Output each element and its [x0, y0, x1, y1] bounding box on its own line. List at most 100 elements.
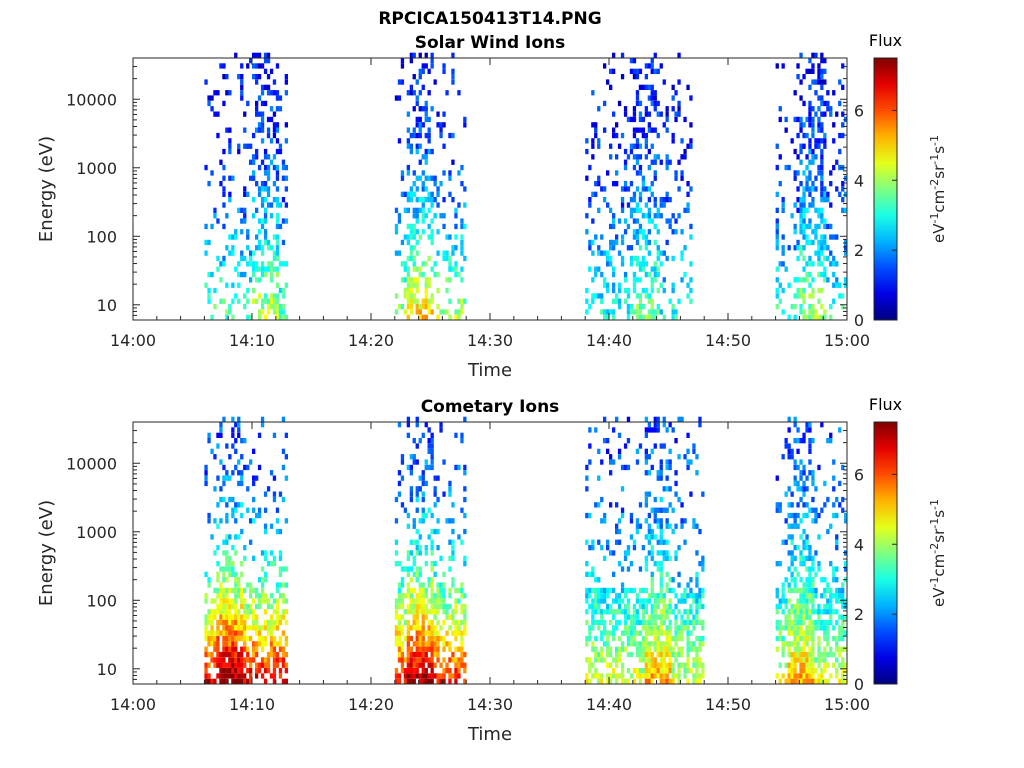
cometary-heatmap-cell: [406, 678, 410, 684]
cometary-heatmap-cell: [659, 528, 663, 535]
cometary-heatmap-cell: [701, 625, 705, 631]
solar-heatmap-cell: [802, 191, 806, 197]
solar-heatmap-cell: [406, 127, 410, 133]
cometary-heatmap-cell: [662, 486, 666, 492]
cometary-heatmap-cell: [213, 550, 217, 556]
solar-heatmap-cell: [243, 213, 247, 219]
cometary-heatmap-cell: [234, 646, 238, 652]
solar-heatmap-cell: [451, 52, 455, 58]
cometary-heatmap-cell: [225, 555, 229, 561]
cometary-heatmap-cell: [668, 603, 672, 610]
solar-heatmap-cell: [603, 309, 607, 315]
cometary-heatmap-cell: [662, 673, 666, 679]
cometary-heatmap-cell: [591, 614, 595, 620]
cometary-heatmap-cell: [817, 614, 821, 620]
solar-heatmap-cell: [650, 277, 654, 283]
solar-heatmap-cell: [448, 132, 452, 139]
solar-heatmap-cell: [451, 74, 455, 80]
solar-heatmap-cell: [808, 314, 812, 320]
solar-heatmap-cell: [808, 282, 812, 288]
cometary-heatmap-cell: [844, 561, 848, 567]
cometary-heatmap-cell: [796, 587, 800, 594]
cometary-heatmap-cell: [436, 651, 440, 658]
solar-heatmap-cell: [656, 309, 660, 315]
solar-heatmap-cell: [394, 95, 399, 101]
solar-heatmap-cell: [647, 95, 651, 101]
solar-heatmap-cell: [629, 197, 634, 203]
cometary-heatmap-cell: [237, 657, 241, 663]
solar-heatmap-cell: [823, 100, 827, 107]
cometary-heatmap-cell: [796, 619, 800, 626]
cometary-heatmap-cell: [213, 641, 217, 647]
cometary-heatmap-cell: [781, 587, 785, 594]
cometary-heatmap-cell: [638, 678, 643, 684]
cometary-heatmap-cell: [650, 545, 654, 551]
cometary-heatmap-cell: [457, 464, 461, 471]
cometary-heatmap-cell: [246, 668, 250, 674]
cometary-heatmap-cell: [683, 587, 687, 594]
solar-heatmap-cell: [802, 314, 806, 320]
cometary-heatmap-cell: [695, 577, 699, 583]
cometary-heatmap-cell: [775, 646, 779, 652]
solar-heatmap-cell: [424, 197, 428, 203]
solar-heatmap-cell: [249, 277, 253, 283]
cometary-heatmap-cell: [412, 523, 416, 529]
solar-heatmap-cell: [266, 309, 271, 315]
cometary-heatmap-cell: [799, 646, 803, 652]
solar-heatmap-cell: [817, 79, 821, 85]
cometary-heatmap-cell: [671, 587, 675, 594]
solar-heatmap-cell: [424, 106, 428, 112]
solar-heatmap-cell: [412, 132, 416, 139]
solar-heatmap-cell: [418, 116, 422, 123]
solar-heatmap-cell: [629, 143, 634, 149]
cometary-heatmap-cell: [659, 668, 663, 674]
cometary-heatmap-cell: [647, 534, 651, 540]
cometary-heatmap-cell: [778, 635, 782, 642]
cometary-heatmap-cell: [406, 523, 410, 529]
cometary-heatmap-cell: [674, 555, 678, 561]
cometary-heatmap-cell: [430, 459, 434, 465]
solar-heatmap-cell: [778, 181, 782, 187]
cometary-heatmap-cell: [811, 496, 815, 503]
solar-heatmap-cell: [460, 239, 464, 246]
cometary-heatmap-cell: [430, 651, 434, 658]
cometary-heatmap-cell: [659, 619, 663, 626]
solar-heatmap-cell: [394, 309, 399, 315]
solar-heatmap-cell: [844, 191, 848, 197]
cometary-heatmap-cell: [442, 646, 446, 652]
solar-heatmap-cell: [650, 84, 654, 90]
solar-heatmap-cell: [808, 68, 812, 74]
solar-heatmap-cell: [278, 309, 283, 315]
solar-heatmap-cell: [659, 213, 663, 219]
solar-heatmap-cell: [656, 229, 660, 235]
solar-heatmap-cell: [799, 52, 803, 58]
cometary-heatmap-cell: [409, 646, 413, 652]
cometary-heatmap-cell: [659, 518, 663, 524]
cometary-heatmap-cell: [418, 550, 422, 556]
solar-heatmap-cell: [430, 229, 434, 235]
solar-heatmap-cell: [421, 68, 425, 74]
solar-heatmap-cell: [263, 100, 268, 107]
solar-heatmap-cell: [644, 111, 648, 117]
solar-heatmap-cell: [445, 250, 449, 256]
cometary-heatmap-cell: [427, 438, 431, 444]
cometary-heatmap-cell: [415, 416, 419, 422]
cometary-heatmap-cell: [424, 545, 428, 551]
cometary-heatmap-cell: [617, 673, 622, 679]
solar-heatmap-cell: [397, 250, 402, 256]
cometary-heatmap-cell: [406, 593, 410, 599]
cometary-heatmap-cell: [811, 630, 815, 636]
solar-heatmap-cell: [650, 304, 654, 310]
solar-heatmap-cell: [617, 282, 622, 288]
cometary-heatmap-cell: [603, 512, 607, 519]
cometary-heatmap-cell: [677, 582, 681, 588]
cometary-heatmap-cell: [451, 609, 455, 615]
cometary-heatmap-cell: [421, 593, 425, 599]
solar-heatmap-cell: [817, 68, 821, 74]
solar-heatmap-cell: [623, 164, 628, 171]
solar-heatmap-cell: [266, 74, 271, 80]
cometary-heatmap-cell: [213, 657, 217, 663]
cometary-heatmap-cell: [234, 587, 238, 594]
cometary-heatmap-cell: [826, 635, 830, 642]
cometary-heatmap-cell: [439, 555, 443, 561]
